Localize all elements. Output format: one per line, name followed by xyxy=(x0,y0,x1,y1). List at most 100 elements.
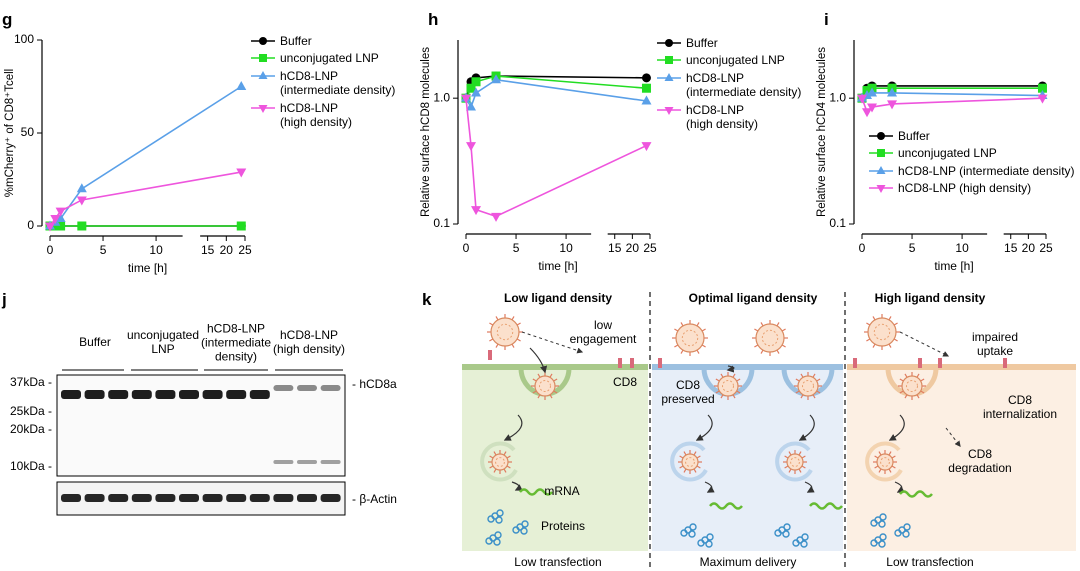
legend-label: unconjugated LNP xyxy=(898,146,997,161)
lnp-spike xyxy=(784,455,789,459)
x-tick-label: 5 xyxy=(909,241,916,255)
band xyxy=(84,494,105,502)
legend-entry: hCD8-LNP (intermediate density) xyxy=(250,69,395,98)
column-result: Maximum delivery xyxy=(699,555,797,570)
lnp-spike xyxy=(866,322,871,326)
lnp-spike xyxy=(904,373,908,378)
arrow xyxy=(798,414,815,441)
legend-label: unconjugated LNP xyxy=(280,51,379,66)
diagram-label: low engagement xyxy=(569,318,637,346)
protein xyxy=(870,519,878,527)
lnp-spike xyxy=(696,465,701,469)
lnp-spike xyxy=(760,322,764,327)
legend: Buffer unconjugated LNP hCD8-LNP (intermed… xyxy=(656,36,801,131)
marker xyxy=(50,215,61,225)
band xyxy=(226,390,247,399)
lnp-core xyxy=(880,457,890,467)
lnp xyxy=(534,375,556,397)
diagram-label: CD8 degradation xyxy=(948,447,1012,475)
lnp-spike xyxy=(516,338,521,342)
lnp-core xyxy=(802,380,814,392)
lnp-spike xyxy=(696,455,701,459)
lnp-spike xyxy=(798,451,802,456)
lnp-spike xyxy=(888,451,892,456)
protein xyxy=(680,529,688,537)
band xyxy=(108,390,129,399)
lnp-spike xyxy=(888,343,892,348)
lnp-core xyxy=(681,329,699,347)
marker xyxy=(665,39,673,47)
legend-swatch xyxy=(869,132,893,140)
protein xyxy=(493,538,501,546)
column-title: Optimal ligand density xyxy=(688,291,818,306)
marker xyxy=(236,221,246,231)
band xyxy=(273,385,294,391)
lnp-spike xyxy=(679,465,684,469)
legend-swatch xyxy=(657,106,681,115)
marker xyxy=(56,221,66,231)
mw-marker: 20kDa - xyxy=(9,422,52,437)
marker xyxy=(876,185,886,194)
marker xyxy=(664,106,674,115)
mrna xyxy=(519,488,553,496)
marker xyxy=(877,149,885,158)
lnp-spike xyxy=(683,451,687,456)
column-result: Low transfection xyxy=(886,555,974,570)
lnp-spike xyxy=(516,322,521,326)
series-line xyxy=(465,78,647,109)
marker xyxy=(471,87,482,97)
lnp-spike xyxy=(493,451,497,456)
endosome xyxy=(775,441,813,482)
lnp-spike xyxy=(891,465,896,469)
legend: Buffer unconjugated LNP hCD8-LNP (intermed… xyxy=(868,129,1075,196)
lnp-spike xyxy=(503,468,507,473)
legend-entry: Buffer xyxy=(656,36,801,50)
lnp-spike xyxy=(920,390,925,394)
lnp-spike xyxy=(754,344,759,348)
legend-swatch xyxy=(657,39,681,47)
lnp-spike xyxy=(891,455,896,459)
protein xyxy=(689,523,697,531)
lnp-spike xyxy=(816,390,821,394)
x-tick-label: 15 xyxy=(201,243,215,257)
lnp-spike xyxy=(701,344,706,348)
diagram-label: CD8 internalization xyxy=(982,393,1058,421)
protein xyxy=(870,539,878,547)
band xyxy=(61,390,81,399)
lnp-spike xyxy=(715,390,720,394)
arrow xyxy=(804,481,815,493)
lnp-spike xyxy=(784,465,789,469)
lnp-spike xyxy=(801,455,806,459)
band xyxy=(61,494,81,502)
y-tick-label: 100 xyxy=(14,32,34,46)
x-tick-label: 20 xyxy=(220,243,234,257)
mw-marker: 10kDa - xyxy=(9,459,52,474)
endosome xyxy=(670,441,708,482)
lnp xyxy=(876,453,894,471)
lnp-spike xyxy=(732,394,736,399)
x-tick-label: 10 xyxy=(955,241,969,255)
legend-label: hCD8-LNP (high density) xyxy=(280,100,353,129)
lnp xyxy=(681,453,699,471)
legend-swatch xyxy=(251,104,275,113)
marker xyxy=(641,73,651,83)
x-tick-label: 0 xyxy=(463,241,470,255)
lnp-spike xyxy=(506,455,511,459)
protein xyxy=(894,529,902,537)
lnp-spike xyxy=(798,468,802,473)
legend-swatch xyxy=(251,70,275,79)
arrow xyxy=(726,365,735,373)
lnp-spike xyxy=(816,378,821,382)
mw-marker: 25kDa - xyxy=(9,404,52,419)
lnp-spike xyxy=(720,394,724,399)
protein xyxy=(688,530,696,538)
marker xyxy=(236,81,247,90)
lnp-spike xyxy=(920,378,925,382)
marker xyxy=(471,77,481,87)
lnp-spike xyxy=(916,394,920,399)
lnp-spike xyxy=(872,343,876,348)
lane-label: unconjugated LNP xyxy=(126,328,200,356)
band xyxy=(226,494,247,502)
band xyxy=(155,494,176,502)
arrow xyxy=(511,481,523,491)
